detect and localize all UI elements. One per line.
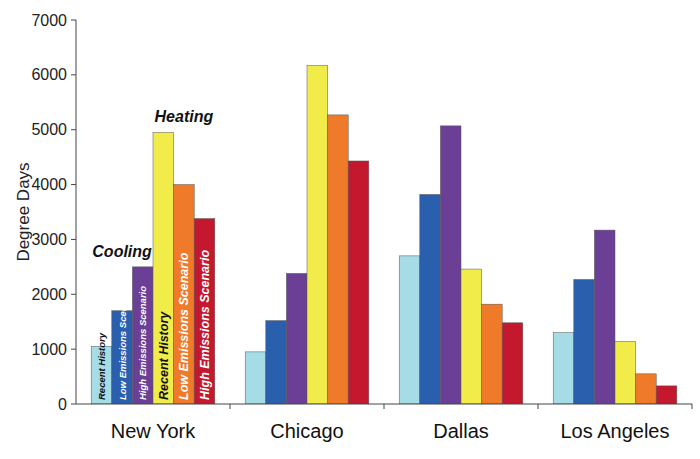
chart: 0 1000 2000 3000 4000 5000 6000 7000 New York Chi… <box>0 0 700 459</box>
bar <box>440 126 461 404</box>
y-tick-label: 6000 <box>31 66 67 83</box>
bar <box>245 352 266 404</box>
bar <box>174 185 195 404</box>
y-tick <box>71 184 76 185</box>
series-label: High Emissions Scenario <box>137 286 148 400</box>
y-tick-label: 7000 <box>31 12 67 29</box>
x-tick <box>692 404 693 409</box>
y-tick-label: 4000 <box>31 176 67 193</box>
bar <box>420 194 441 404</box>
bar <box>348 161 369 404</box>
y-tick-label: 5000 <box>31 121 67 138</box>
bar <box>636 374 657 404</box>
y-tick <box>71 294 76 295</box>
series-label: Recent History <box>157 311 171 400</box>
bars <box>91 66 677 404</box>
y-tick <box>71 74 76 75</box>
bar <box>399 256 420 404</box>
annotation: Cooling <box>92 243 152 260</box>
bar <box>194 219 215 404</box>
x-tick <box>384 404 385 409</box>
x-tick-label: Chicago <box>270 420 343 442</box>
y-axis <box>76 20 77 404</box>
bar <box>153 132 174 404</box>
x-tick <box>538 404 539 409</box>
bar <box>307 66 328 404</box>
y-tick <box>71 404 76 405</box>
y-tick <box>71 129 76 130</box>
x-tick-label: New York <box>111 420 196 442</box>
y-tick-label: 2000 <box>31 286 67 303</box>
bar <box>615 341 636 404</box>
y-tick <box>71 349 76 350</box>
y-tick-label: 1000 <box>31 341 67 358</box>
bar <box>132 267 153 404</box>
x-tick <box>230 404 231 409</box>
series-label: Low Emissions Scenario <box>177 252 191 400</box>
y-tick-label: 0 <box>58 396 67 413</box>
bar <box>656 386 677 404</box>
y-tick-label: 3000 <box>31 231 67 248</box>
bar <box>502 323 523 404</box>
bar <box>482 304 503 404</box>
y-tick <box>71 239 76 240</box>
bar <box>461 269 482 404</box>
x-tick-label: Dallas <box>433 420 489 442</box>
y-axis-label: Degree Days <box>14 162 33 261</box>
x-tick-label: Los Angeles <box>561 420 670 442</box>
bar <box>328 115 349 404</box>
series-label: Low Emissions Scenario <box>117 288 128 400</box>
bar <box>286 273 307 404</box>
bar <box>266 321 287 404</box>
bar <box>594 230 615 404</box>
series-label: High Emissions Scenario <box>198 250 212 400</box>
annotation: Heating <box>155 108 214 125</box>
bar <box>553 333 574 404</box>
series-label: Recent History <box>96 332 107 400</box>
y-tick <box>71 20 76 21</box>
bar <box>574 279 595 404</box>
